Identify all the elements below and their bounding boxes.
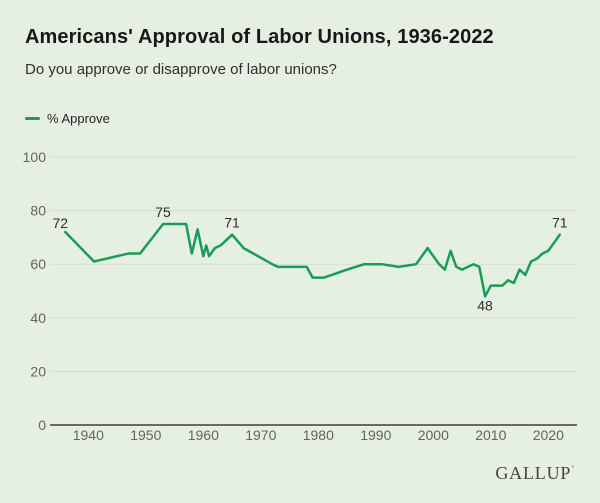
x-tick-label: 1940 xyxy=(73,427,104,443)
x-tick-label: 2010 xyxy=(475,427,506,443)
x-tick-label: 1990 xyxy=(360,427,391,443)
y-tick-label: 0 xyxy=(38,417,46,433)
x-tick-label: 1960 xyxy=(188,427,219,443)
gallup-trademark-icon: ’ xyxy=(571,464,575,474)
gallup-wordmark-text: GALLUP xyxy=(495,463,572,483)
data-point-label: 72 xyxy=(53,215,69,231)
x-tick-label: 2020 xyxy=(533,427,564,443)
x-tick-label: 1980 xyxy=(303,427,334,443)
y-tick-label: 40 xyxy=(30,310,46,326)
legend-line-swatch xyxy=(25,117,40,120)
approve-line xyxy=(64,222,562,298)
data-point-label: 71 xyxy=(224,215,240,231)
y-tick-label: 80 xyxy=(30,203,46,219)
chart-title: Americans' Approval of Labor Unions, 193… xyxy=(25,26,494,48)
y-tick-label: 100 xyxy=(23,149,47,165)
gallup-wordmark: GALLUP’ xyxy=(495,463,575,484)
chart-subtitle: Do you approve or disapprove of labor un… xyxy=(25,61,337,78)
data-point-label: 48 xyxy=(477,297,493,313)
y-tick-label: 20 xyxy=(30,363,46,379)
x-tick-label: 1950 xyxy=(130,427,161,443)
data-point-label: 71 xyxy=(552,215,568,231)
data-point-label: 75 xyxy=(155,204,171,220)
x-tick-label: 1970 xyxy=(245,427,276,443)
y-tick-label: 60 xyxy=(30,256,46,272)
legend-label: % Approve xyxy=(47,111,110,126)
legend: % Approve xyxy=(25,111,110,126)
x-tick-label: 2000 xyxy=(418,427,449,443)
